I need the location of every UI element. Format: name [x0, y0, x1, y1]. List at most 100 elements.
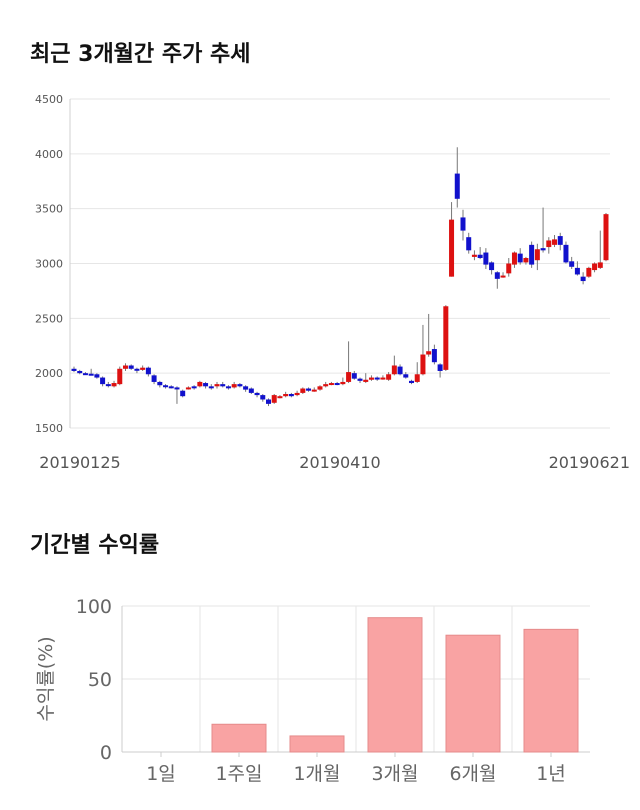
candle: [243, 386, 249, 390]
candle: [317, 386, 323, 390]
candle: [517, 253, 523, 263]
candle: [271, 395, 277, 403]
candle: [529, 244, 535, 265]
candle: [328, 383, 334, 386]
y-tick-label: 2000: [35, 367, 63, 380]
candle: [288, 394, 294, 397]
candle: [88, 373, 94, 376]
candle: [386, 374, 392, 380]
candle: [563, 244, 569, 263]
returns-title: 기간별 수익률: [30, 533, 160, 558]
candle: [346, 372, 352, 382]
candle: [597, 262, 603, 268]
candle: [489, 262, 495, 271]
candle: [311, 389, 317, 392]
y-tick-label: 4500: [35, 93, 63, 106]
candle: [506, 263, 512, 274]
y-tick-label: 100: [76, 596, 112, 618]
candle: [225, 386, 231, 389]
candle: [260, 395, 266, 400]
x-tick-label: 20190125: [39, 453, 120, 472]
x-tick-label: 3개월: [371, 763, 418, 785]
candle: [163, 385, 169, 388]
candlestick-chart: 1500 2000 2500 3000 3500 4000 4500 20190125 2019…: [35, 93, 630, 472]
candle: [540, 248, 546, 251]
candle: [431, 349, 437, 363]
candle: [94, 374, 100, 378]
bar: [367, 617, 423, 753]
candle: [380, 377, 386, 380]
x-tick-label: 1년: [536, 763, 566, 785]
candle: [265, 399, 271, 404]
candle: [82, 373, 88, 376]
candle: [283, 394, 289, 397]
candle: [494, 272, 500, 279]
candle: [357, 378, 363, 381]
x-tick-label: 1일: [146, 763, 176, 785]
candle: [140, 367, 146, 370]
candle: [71, 368, 77, 371]
x-tick-label: 6개월: [449, 763, 496, 785]
bar: [523, 628, 579, 753]
candle: [191, 386, 197, 389]
candle: [168, 386, 174, 389]
price-trend-title: 최근 3개월간 주가 추세: [30, 42, 251, 67]
candle: [157, 381, 163, 386]
candle: [592, 263, 598, 271]
candle: [426, 351, 432, 355]
bar: [445, 634, 501, 753]
candle: [145, 367, 151, 375]
candle: [248, 388, 254, 393]
x-tick-label: 20190410: [299, 453, 380, 472]
candle: [574, 267, 580, 275]
candle: [449, 219, 455, 277]
candle: [552, 239, 558, 245]
x-tick-label: 1개월: [293, 763, 340, 785]
candle: [368, 377, 374, 380]
candle: [105, 384, 111, 387]
candle: [420, 354, 426, 375]
candle: [77, 370, 83, 374]
y-tick-label: 2500: [35, 312, 63, 325]
candle: [203, 383, 209, 387]
candle: [111, 383, 117, 387]
candle: [323, 384, 329, 387]
candle: [208, 386, 214, 389]
candle: [460, 217, 466, 231]
candle: [122, 365, 128, 369]
candle: [374, 377, 380, 380]
y-tick-label: 4000: [35, 148, 63, 161]
candle: [237, 384, 243, 387]
candle: [277, 396, 283, 399]
candle: [471, 254, 477, 257]
candle: [306, 388, 312, 391]
candle: [443, 306, 449, 370]
y-tick-label: 0: [100, 742, 112, 764]
candle: [151, 375, 157, 382]
candle: [391, 365, 397, 375]
candle: [414, 374, 420, 382]
candle: [546, 240, 552, 248]
candle: [483, 252, 489, 265]
candle: [511, 252, 517, 265]
candle: [363, 379, 369, 382]
candle: [128, 365, 134, 369]
candle: [603, 214, 609, 261]
y-tick-label: 3000: [35, 258, 63, 271]
bar: [211, 723, 267, 753]
x-tick-label: 20190621: [549, 453, 630, 472]
candle: [185, 387, 191, 390]
y-axis-label: 수익률(%): [35, 636, 57, 721]
candle: [466, 237, 472, 251]
candle: [294, 392, 300, 396]
y-tick-label: 3500: [35, 203, 63, 216]
candle: [437, 364, 443, 371]
candle: [397, 366, 403, 375]
candle: [580, 276, 586, 282]
candle: [523, 258, 529, 263]
candle: [100, 377, 106, 385]
candle: [534, 249, 540, 261]
candle: [454, 173, 460, 199]
candle: [174, 387, 180, 390]
y-tick-label: 1500: [35, 422, 63, 435]
